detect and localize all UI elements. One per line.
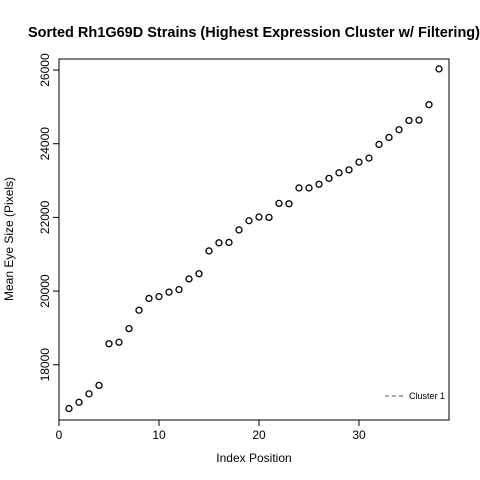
data-point (95, 381, 103, 390)
data-point (365, 154, 373, 162)
x-tick-label: 10 (152, 428, 166, 442)
y-tick-label: 22000 (38, 200, 52, 234)
data-point (235, 226, 243, 234)
y-axis: 18000 20000 22000 24000 26000 (38, 53, 59, 381)
x-tick-label: 20 (252, 428, 266, 442)
data-point (185, 275, 193, 283)
data-point (355, 158, 363, 166)
data-point (275, 199, 283, 208)
data-point (415, 116, 423, 124)
x-axis-label: Index Position (216, 451, 291, 465)
data-point (255, 213, 263, 221)
data-point (405, 116, 413, 125)
y-tick-label: 24000 (38, 127, 52, 161)
y-tick-label: 20000 (38, 274, 52, 308)
data-point (135, 306, 143, 314)
data-point (265, 213, 273, 222)
y-axis-label: Mean Eye Size (Pixels) (2, 177, 16, 301)
data-point (425, 101, 433, 109)
data-point (325, 174, 333, 183)
data-point (435, 65, 443, 73)
chart-title: Sorted Rh1G69D Strains (Highest Expressi… (28, 25, 480, 41)
data-point (145, 294, 153, 303)
data-point (395, 126, 403, 134)
data-point (155, 292, 163, 301)
data-point (335, 169, 343, 177)
data-point (215, 239, 223, 247)
x-tick-label: 30 (352, 428, 366, 442)
legend: Cluster 1 (385, 391, 445, 401)
data-point (105, 340, 113, 348)
data-point (165, 288, 173, 296)
data-point (205, 247, 213, 255)
legend-entry-label: Cluster 1 (409, 391, 445, 401)
data-point (315, 180, 323, 188)
data-point (115, 338, 123, 346)
data-point (285, 200, 293, 208)
y-tick-label: 26000 (38, 53, 52, 87)
data-point (385, 133, 393, 142)
x-axis: 0 10 20 30 (56, 420, 366, 442)
plot-frame (58, 58, 450, 421)
x-tick-label: 0 (56, 428, 63, 442)
data-points (65, 65, 443, 413)
data-point (175, 285, 183, 294)
data-point (85, 390, 93, 398)
data-point (375, 140, 383, 149)
data-point (65, 404, 73, 413)
data-point (345, 166, 353, 174)
data-point (295, 184, 303, 192)
data-point (125, 324, 133, 333)
y-tick-label: 18000 (38, 348, 52, 382)
data-point (75, 398, 83, 406)
data-point (195, 270, 203, 278)
data-point (305, 184, 313, 192)
data-point (245, 217, 253, 225)
data-point (225, 238, 233, 247)
